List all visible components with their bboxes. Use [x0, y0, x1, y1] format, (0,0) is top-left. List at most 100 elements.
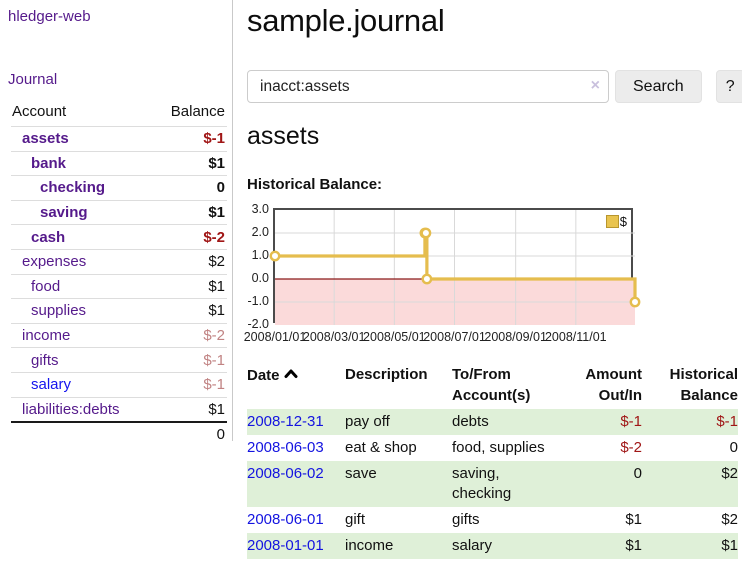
transaction-amount: $-2 — [620, 439, 642, 456]
transaction-balance: 0 — [729, 439, 738, 456]
x-axis-tick-label: 2008/01/01 — [243, 330, 307, 344]
transaction-date-link[interactable]: 2008-01-01 — [247, 533, 345, 559]
account-balance: $-2 — [203, 327, 225, 345]
account-row: food $1 — [11, 273, 227, 299]
transaction-balance: $-1 — [642, 409, 738, 435]
account-row: saving $1 — [11, 199, 227, 225]
date-column-header[interactable]: Date — [247, 360, 345, 409]
accounts-column-header: To/From Account(s) — [452, 366, 531, 404]
sidebar-item-journal[interactable]: Journal — [8, 71, 58, 88]
register-row: 2008-06-02 save saving, checking 0 $2 — [247, 461, 738, 507]
transaction-description: income — [345, 533, 452, 559]
transaction-accounts: salary — [452, 533, 582, 559]
transaction-balance: $1 — [642, 533, 738, 559]
account-balance: $1 — [208, 154, 225, 172]
search-bar: × Search ? — [247, 70, 742, 103]
transaction-amount: $1 — [625, 511, 642, 528]
sidebar: hledger-web Journal Account Balance asse… — [0, 0, 233, 443]
help-button[interactable]: ? — [715, 70, 742, 103]
chart-canvas — [269, 210, 641, 325]
transaction-amount: 0 — [582, 461, 642, 507]
transaction-description: pay off — [345, 409, 452, 435]
legend-swatch — [605, 215, 619, 228]
transaction-date-link[interactable]: 2008-06-01 — [247, 511, 324, 528]
account-balance-table: Account Balance assets $-1 bank $1 checking 0… — [11, 101, 227, 446]
account-page-title: assets — [247, 122, 320, 150]
account-link[interactable]: checking — [40, 179, 106, 197]
transaction-amount: $-1 — [582, 409, 642, 435]
transaction-amount: $1 — [582, 533, 642, 559]
total-balance: 0 — [216, 426, 225, 444]
account-row: checking 0 — [11, 175, 227, 200]
account-link[interactable]: cash — [31, 228, 66, 246]
chart-plot-area: $ — [269, 208, 641, 325]
x-axis-tick-label: 2008/07/01 — [423, 330, 486, 344]
transaction-date-link[interactable]: 2008-06-03 — [247, 439, 324, 456]
account-column-header: Account — [12, 103, 67, 120]
transaction-accounts: food, supplies — [452, 439, 545, 456]
account-link[interactable]: food — [31, 277, 61, 295]
account-balance: $2 — [208, 253, 225, 271]
transaction-date-link[interactable]: 2008-06-02 — [247, 461, 345, 507]
x-axis-tick-label: 2008/09/01 — [484, 330, 547, 344]
account-total-row: 0 — [11, 421, 227, 446]
transaction-balance: $2 — [642, 461, 738, 507]
x-axis-tick-label: 2008/05/01 — [363, 330, 426, 344]
account-balance: 0 — [216, 179, 225, 197]
register-row: 2008-06-01 gift gifts $1 $2 — [247, 507, 738, 533]
transaction-description: save — [345, 461, 452, 507]
x-axis-tick-label: 2008/11/01 — [544, 330, 607, 344]
account-link[interactable]: supplies — [31, 302, 87, 320]
account-row: income $-2 — [11, 322, 227, 348]
search-input[interactable] — [247, 70, 609, 103]
account-link[interactable]: bank — [31, 154, 67, 172]
balance-column-header: Historical Balance — [669, 366, 738, 404]
y-axis-tick-label: 1.0 — [251, 248, 269, 262]
account-balance: $1 — [208, 400, 225, 418]
account-row: gifts $-1 — [11, 347, 227, 372]
register-header-row: Date Description To/From Account(s) Amou… — [247, 360, 738, 409]
account-row: salary $-1 — [11, 371, 227, 397]
register-table: Date Description To/From Account(s) Amou… — [247, 360, 738, 559]
chart-title: Historical Balance: — [247, 176, 383, 193]
legend-label: $ — [619, 214, 627, 229]
chart-legend: $ — [605, 214, 627, 229]
account-row: assets $-1 — [11, 126, 227, 151]
balance-column-header: Balance — [170, 103, 225, 120]
transaction-accounts: debts — [452, 409, 582, 435]
account-row: liabilities:debts $1 — [11, 396, 227, 422]
account-link[interactable]: gifts — [31, 351, 59, 369]
account-row: expenses $2 — [11, 248, 227, 274]
transaction-description: eat & shop — [345, 439, 417, 456]
x-axis-tick-label: 2008/03/01 — [302, 330, 366, 344]
transaction-accounts: gifts — [452, 511, 480, 528]
account-table-header: Account Balance — [11, 101, 227, 126]
transaction-description: gift — [345, 511, 366, 528]
account-link[interactable]: saving — [40, 204, 88, 222]
historical-balance-chart: $ 3.0 2.0 1.0 0.0 -1.0 -2.0 2008/01/01 2008/03/… — [240, 200, 740, 348]
account-balance: $-1 — [203, 130, 225, 148]
description-column-header: Description — [345, 366, 428, 383]
main-content: sample.journal × Search ? assets Histori… — [233, 0, 742, 582]
account-row: bank $1 — [11, 150, 227, 176]
account-row: cash $-2 — [11, 224, 227, 249]
account-balance: $1 — [208, 204, 225, 222]
account-link[interactable]: expenses — [22, 253, 87, 271]
transaction-date-link[interactable]: 2008-12-31 — [247, 409, 345, 435]
search-button[interactable]: Search — [615, 70, 702, 103]
account-row: supplies $1 — [11, 298, 227, 323]
account-link[interactable]: liabilities:debts — [22, 400, 120, 418]
register-row: 2008-12-31 pay off debts $-1 $-1 — [247, 409, 738, 435]
clear-search-icon[interactable]: × — [590, 77, 600, 94]
y-axis-tick-label: 0.0 — [251, 271, 269, 285]
app-brand-link[interactable]: hledger-web — [8, 8, 91, 25]
account-link[interactable]: income — [22, 327, 71, 345]
y-axis-tick-label: 2.0 — [251, 225, 269, 239]
register-row: 2008-06-03 eat & shop food, supplies $-2 0 — [247, 435, 738, 461]
account-link[interactable]: assets — [22, 130, 69, 148]
sort-ascending-icon — [284, 364, 298, 385]
account-balance: $-1 — [203, 351, 225, 369]
transaction-balance: $2 — [721, 511, 738, 528]
account-balance: $1 — [208, 302, 225, 320]
account-link[interactable]: salary — [31, 376, 72, 394]
